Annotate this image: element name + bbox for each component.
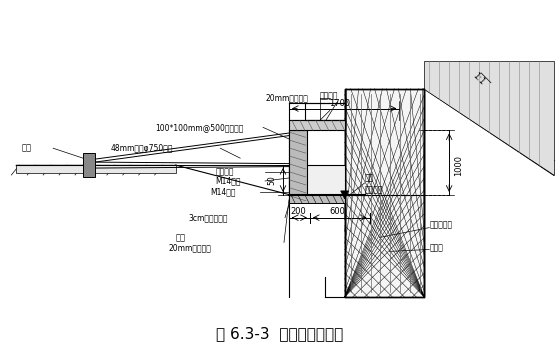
Bar [289, 195, 344, 203]
Text: 1:1: 1:1 [471, 71, 487, 87]
Text: 钻孔桩: 钻孔桩 [430, 243, 443, 252]
Text: 1000: 1000 [454, 155, 463, 176]
Text: 临时支撑: 临时支撑 [320, 91, 338, 100]
Polygon shape [16, 165, 175, 173]
Text: 20mm厚竹胶板: 20mm厚竹胶板 [169, 243, 212, 252]
Text: 200: 200 [290, 207, 306, 216]
Polygon shape [340, 191, 349, 199]
Text: 100*100mm@500方木支撑: 100*100mm@500方木支撑 [156, 123, 244, 132]
Bar [344, 89, 424, 297]
Text: 20mm厚竹胶板: 20mm厚竹胶板 [265, 93, 308, 102]
Text: 底模: 底模 [175, 233, 185, 242]
Text: M14螺帽: M14螺帽 [216, 176, 241, 185]
Text: 48mm钢管φ750支撑: 48mm钢管φ750支撑 [111, 144, 174, 153]
Text: 梁底标高: 梁底标高 [365, 185, 383, 194]
Bar [289, 130, 307, 200]
Text: 钻孔桩主筋: 钻孔桩主筋 [430, 220, 452, 229]
Text: 1700: 1700 [329, 99, 350, 108]
Text: 图 6.3-3  圈梁施工示意图: 图 6.3-3 圈梁施工示意图 [216, 326, 344, 341]
Bar [305, 103, 344, 120]
Text: 50: 50 [268, 175, 277, 185]
Bar [289, 165, 344, 195]
Text: 3cm砂浆找平层: 3cm砂浆找平层 [189, 213, 228, 222]
Bar [83, 153, 95, 177]
Text: 600: 600 [330, 207, 346, 216]
Text: 焊接: 焊接 [365, 173, 374, 183]
Text: 山型扣件: 山型扣件 [216, 167, 234, 177]
Bar [289, 120, 344, 130]
Text: M14螺杆: M14螺杆 [211, 187, 236, 196]
Bar [344, 89, 424, 297]
Polygon shape [424, 61, 554, 175]
Text: 地锚: 地锚 [21, 144, 31, 153]
